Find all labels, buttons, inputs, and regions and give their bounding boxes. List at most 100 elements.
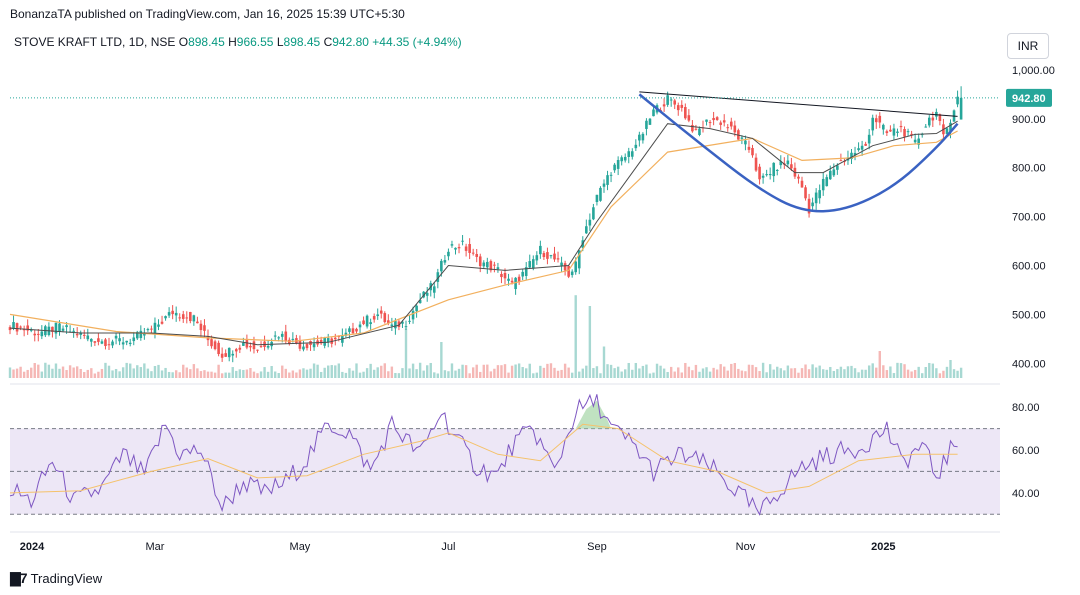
candle-body — [620, 157, 623, 162]
candle-body — [885, 131, 889, 134]
volume-bar — [913, 369, 917, 378]
close-label: C — [323, 35, 333, 49]
volume-bar — [793, 368, 797, 378]
volume-bar — [61, 366, 65, 378]
candle-body — [602, 183, 606, 187]
candle-body — [72, 330, 75, 332]
volume-bar — [956, 370, 959, 378]
volume-bar — [910, 371, 913, 378]
volume-bar — [832, 370, 836, 378]
volume-bar — [935, 368, 938, 378]
candle-body — [157, 324, 160, 327]
price-tick-label: 600.00 — [1012, 261, 1046, 273]
candle-body — [691, 125, 694, 132]
volume-bar — [12, 369, 15, 378]
candle-body — [213, 341, 217, 350]
candle-body — [712, 117, 715, 121]
grid — [10, 383, 1000, 533]
volume-bar — [945, 366, 949, 378]
candle-body — [107, 344, 111, 346]
volume-bar — [525, 368, 528, 378]
volume-bar — [602, 346, 606, 378]
volume-bar — [270, 366, 273, 378]
volume-bar — [747, 364, 751, 378]
volume-bar — [436, 373, 440, 378]
candle-body — [906, 131, 910, 133]
volume-bar — [843, 369, 846, 378]
volume-bar — [666, 372, 669, 378]
volume-bar — [327, 365, 330, 378]
volume-bar — [599, 373, 602, 378]
candle-body — [913, 139, 917, 143]
candle-body — [917, 138, 920, 145]
volume-bar — [839, 366, 843, 378]
volume-bar — [549, 363, 553, 378]
volume-bar — [627, 362, 630, 378]
volume-bar — [574, 295, 577, 378]
volume-bar — [860, 369, 864, 378]
volume-bar — [192, 364, 196, 378]
symbol-legend: STOVE KRAFT LTD, 1D, NSE O898.45 H966.55… — [14, 35, 462, 49]
volume-bar — [217, 364, 220, 378]
candle-body — [514, 277, 517, 290]
candle-body — [397, 321, 401, 328]
candle-body — [708, 122, 712, 124]
candle-body — [825, 177, 829, 187]
candle-body — [291, 338, 295, 341]
candle-body — [51, 326, 54, 332]
candle-body — [171, 310, 174, 315]
volume-bar — [383, 363, 386, 378]
price-tick-label: 800.00 — [1012, 163, 1046, 175]
candle-body — [160, 321, 164, 324]
candle-body — [850, 152, 853, 160]
candle-body — [945, 128, 949, 134]
candle-body — [425, 292, 429, 296]
candle-body — [549, 255, 553, 257]
candle-body — [125, 340, 128, 343]
candle-body — [273, 335, 277, 337]
candle-body — [100, 341, 104, 344]
volume-bar — [404, 328, 408, 378]
candle-body — [132, 337, 136, 342]
volume-bar — [899, 363, 903, 378]
candle-body — [860, 145, 864, 150]
candle-body — [676, 105, 680, 111]
candle-body — [104, 339, 107, 347]
volume-bar — [765, 372, 768, 378]
volume-bar — [153, 365, 157, 378]
volume-bar — [224, 372, 227, 378]
candle-body — [376, 314, 380, 317]
volume-bar — [542, 367, 546, 378]
volume-bar — [592, 368, 595, 378]
volume-bar — [387, 371, 390, 378]
volume-bar — [768, 364, 772, 378]
volume-bar — [896, 362, 899, 378]
candle-body — [959, 97, 963, 120]
candle-body — [19, 326, 22, 328]
volume-bar — [479, 371, 482, 378]
candle-body — [857, 148, 860, 151]
candle-body — [560, 262, 563, 266]
candle-body — [443, 260, 447, 263]
volume-bar — [892, 373, 896, 378]
candle-body — [910, 133, 913, 136]
volume-bar — [959, 367, 963, 378]
volume-bar — [75, 366, 79, 378]
volume-bar — [37, 364, 40, 378]
volume-bar — [468, 373, 471, 378]
candle-body — [86, 335, 90, 340]
volume-bar — [281, 365, 284, 378]
candle-body — [54, 322, 58, 334]
volume-bar — [33, 363, 36, 378]
volume-bar — [723, 366, 726, 378]
candle-body — [231, 353, 235, 356]
currency-button[interactable]: INR — [1007, 33, 1049, 59]
price-tick-label: 700.00 — [1012, 212, 1046, 224]
resistance-trendline — [639, 91, 958, 117]
candle-body — [500, 273, 503, 278]
volume-bar — [121, 367, 125, 378]
volume-bar — [93, 373, 97, 378]
brand-name: TradingView — [30, 571, 103, 586]
volume-bar — [546, 363, 549, 378]
